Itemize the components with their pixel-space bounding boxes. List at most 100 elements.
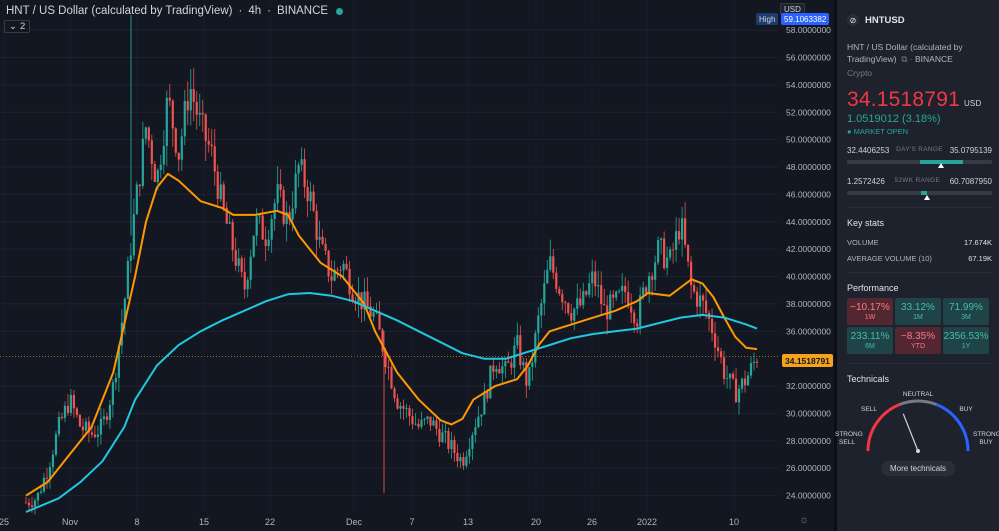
technicals-title[interactable]: Technicals [847,374,890,384]
candle-body [261,215,264,240]
performance-title[interactable]: Performance [847,283,899,293]
candle-body [270,218,273,240]
candle-body [96,434,100,437]
moving-average-line[interactable] [25,292,758,513]
candle-body [390,367,393,389]
candle-body [384,351,387,368]
candle-body [315,210,318,240]
candle-body [156,169,159,183]
candle-body [366,291,369,307]
external-link-icon[interactable]: ⧉ [898,54,908,64]
candle-body [45,477,49,479]
perf-1m[interactable]: 33.12% 1M [895,298,941,325]
candle-body [734,378,738,403]
candle-body [288,211,291,220]
perf-3m[interactable]: 71.99% 3M [943,298,989,325]
candle-body [480,414,483,417]
candle-body [573,308,576,321]
candle-body [489,365,492,399]
pane-divider[interactable] [834,0,837,531]
candle-body [36,492,40,501]
key-stats-title[interactable]: Key stats [847,218,885,228]
perf-value: −8.35% [900,331,936,342]
candle-body [129,255,132,261]
candle-body [698,295,702,307]
candle-body [540,303,543,316]
candle-body [486,391,489,399]
price-chart[interactable]: 58.0000000 56.0000000 54.0000000 52.0000000… [0,0,834,531]
candle-body [135,184,138,215]
candle-body [666,257,669,269]
perf-1w[interactable]: −10.17% 1W [847,298,893,325]
candle-body [246,279,249,290]
candle-body [498,369,501,374]
symbol-title[interactable]: HNT / US Dollar (calculated by TradingVi… [6,5,233,17]
candle-body [749,362,753,376]
candle-body [728,373,732,379]
candle-body [30,505,34,507]
settings-gear-icon[interactable]: ☼ [799,514,810,526]
perf-6m[interactable]: 233.11% 6M [847,327,893,354]
candle-body [546,269,549,284]
candle-body [108,404,111,420]
candle-body [342,263,345,271]
price-tick-label: 32.0000000 [786,381,831,391]
more-technicals-button[interactable]: More technicals [881,461,955,476]
candle-body [534,333,537,363]
candle-body [198,112,201,115]
candle-body [639,295,642,327]
candle-body [582,291,585,306]
symbol-row[interactable]: ⊘ HNTUSD [847,14,905,26]
perf-value: 33.12% [901,302,935,313]
indicators-toggle[interactable]: ⌄ 2 [4,20,31,33]
perf-period: YTD [911,343,925,350]
candle-body [683,218,687,245]
candle-body [710,318,714,334]
candle-body [755,361,759,363]
candle-body [645,287,648,294]
candle-body [654,262,657,280]
candle-body [689,261,693,286]
interval-label[interactable]: 4h [248,5,262,17]
candle-body [716,347,720,352]
candle-body [231,222,234,251]
candle-body [159,164,162,170]
candle-body [495,369,498,372]
candle-body [216,171,219,200]
candle-body [468,449,471,457]
perf-period: 1Y [961,343,971,350]
moving-average-line[interactable] [25,172,758,497]
candle-body [396,398,399,409]
time-tick-label: 7 [409,517,414,527]
chart-pane[interactable]: 58.0000000 56.0000000 54.0000000 52.0000000… [0,0,834,531]
candle-body [630,306,633,313]
price-tick-label: 40.0000000 [786,272,831,282]
full-name-text[interactable]: HNT / US Dollar (calculated by TradingVi… [847,42,963,64]
time-tick-label: 10 [729,517,739,527]
candle-body [267,239,270,246]
time-tick-label: 22 [265,517,275,527]
candle-body [318,236,321,240]
indicator-count: 2 [19,21,26,32]
candle-body [618,290,621,292]
candle-body [219,184,222,200]
candle-body [588,283,591,295]
perf-1y[interactable]: 2356.53% 1Y [943,327,989,354]
candle-body [84,421,88,431]
candle-body [348,268,351,295]
days-range-marker-icon [938,163,945,168]
candle-body [722,357,726,379]
perf-ytd[interactable]: −8.35% YTD [895,327,941,354]
price-tick-label: 42.0000000 [786,244,831,254]
candle-body [186,101,189,111]
category-label: Crypto [847,68,873,78]
candle-body [609,294,612,320]
candle-body [228,222,231,224]
candle-body [309,191,312,202]
performance-grid: −10.17% 1W 33.12% 1M 71.99% 3M 233.11% 6M −8… [847,298,992,354]
candle-body [132,214,135,256]
days-range-high: 35.0795139 [949,146,992,155]
candle-body [636,323,639,327]
candle-body [561,293,564,303]
candle-body [567,303,570,314]
